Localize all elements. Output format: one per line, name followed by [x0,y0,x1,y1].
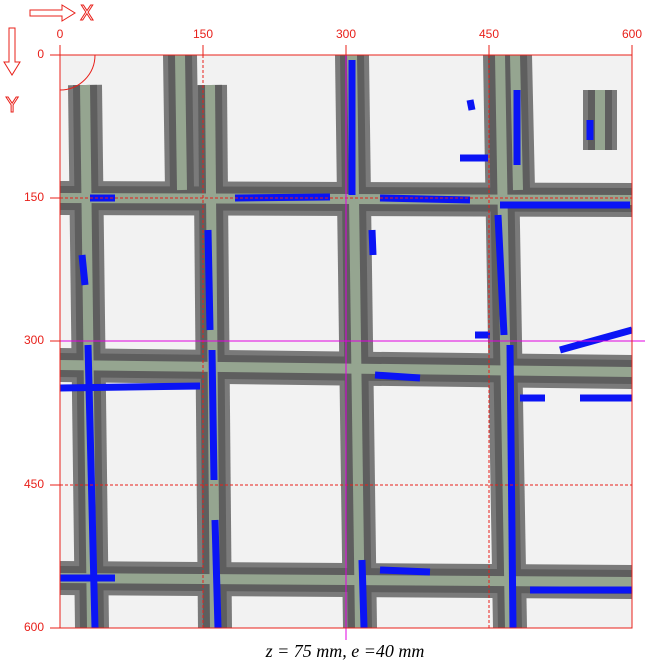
y-tick-label: 150 [24,190,44,204]
rebar-detection [510,345,513,628]
x-tick-label: 600 [622,27,642,41]
x-tick-label: 0 [57,27,64,41]
rebar-detection [372,230,373,255]
rebar-detection [215,520,218,628]
y-tick-label: 300 [24,333,44,347]
y-tick-label: 450 [24,477,44,491]
x-axis-label: X [80,1,94,25]
rebar-detection [82,255,85,285]
rebar-core [180,55,182,190]
x-tick-label: 300 [336,27,356,41]
figure: X Y z = 75 mm, e =40 mm 0 150 300 450 600 0 15… [0,0,645,669]
y-tick-label: 0 [37,47,44,61]
rebar-detection [470,100,472,110]
x-tick-label: 450 [479,27,499,41]
rebar-detection [375,375,420,378]
y-axis-label: Y [5,93,19,117]
rebar-detection [362,560,364,628]
rebar-detection [380,570,430,572]
x-tick-label: 150 [193,27,213,41]
y-tick-label: 600 [24,620,44,634]
caption: z = 75 mm, e =40 mm [265,641,425,661]
rebar-detection [60,386,200,388]
rebar-detection [208,230,210,330]
rebar-detection [212,350,214,480]
